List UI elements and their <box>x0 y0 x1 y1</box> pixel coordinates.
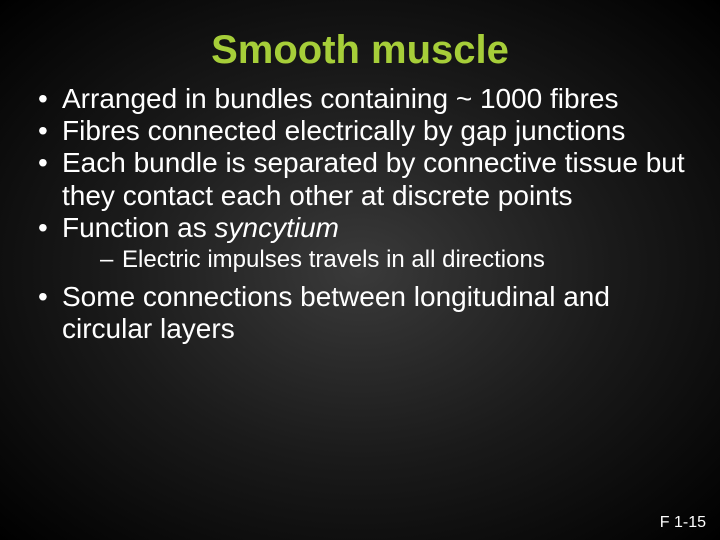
bullet-item: Function as syncytium Electric impulses … <box>28 212 692 275</box>
slide: Smooth muscle Arranged in bundles contai… <box>0 0 720 540</box>
bullet-text-italic: syncytium <box>215 212 339 243</box>
slide-footer: F 1-15 <box>660 514 706 532</box>
sub-bullet-list: Electric impulses travels in all directi… <box>62 246 692 275</box>
bullet-text: Fibres connected electrically by gap jun… <box>62 115 625 146</box>
bullet-text: Arranged in bundles containing ~ 1000 fi… <box>62 83 619 114</box>
bullet-item: Arranged in bundles containing ~ 1000 fi… <box>28 83 692 115</box>
bullet-text: Function as <box>62 212 215 243</box>
bullet-item: Some connections between longitudinal an… <box>28 281 692 345</box>
bullet-item: Fibres connected electrically by gap jun… <box>28 115 692 147</box>
bullet-text: Some connections between longitudinal an… <box>62 281 610 344</box>
bullet-text: Each bundle is separated by connective t… <box>62 147 685 210</box>
bullet-list: Arranged in bundles containing ~ 1000 fi… <box>28 83 692 345</box>
bullet-item: Each bundle is separated by connective t… <box>28 147 692 211</box>
slide-title: Smooth muscle <box>28 28 692 73</box>
sub-bullet-text: Electric impulses travels in all directi… <box>122 246 545 273</box>
sub-bullet-item: Electric impulses travels in all directi… <box>62 246 692 275</box>
